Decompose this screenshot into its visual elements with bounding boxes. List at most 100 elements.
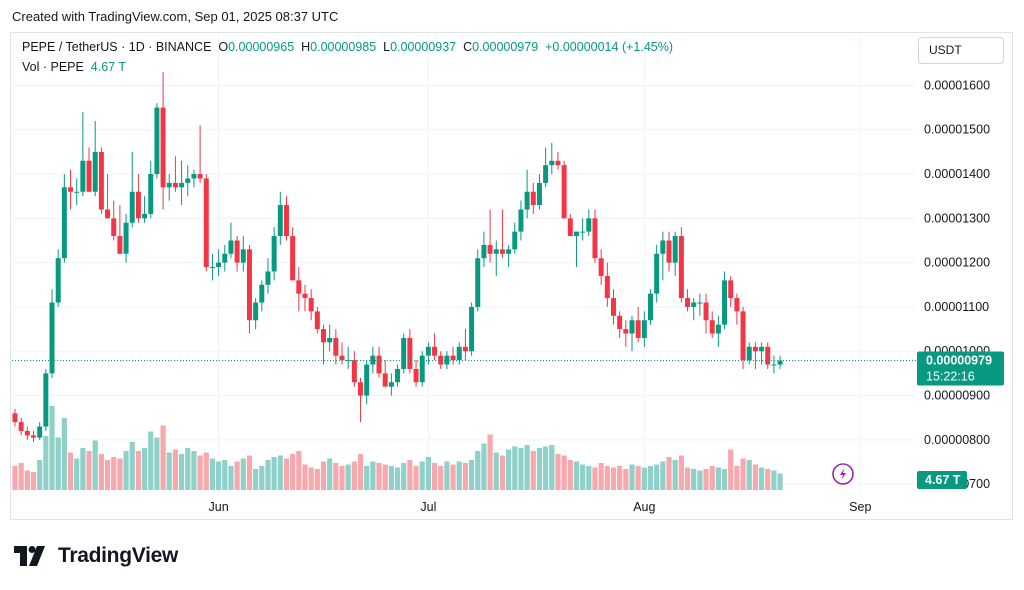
candle-body [18, 422, 24, 431]
candle-body [530, 191, 536, 206]
volume-bar [394, 467, 401, 490]
candle-body [777, 360, 783, 365]
candle-body [37, 426, 43, 438]
volume-bar [506, 449, 512, 490]
candle-body [395, 368, 401, 383]
candle-body [92, 151, 98, 192]
volume-bar [536, 448, 543, 490]
volume-bar [67, 452, 74, 490]
volume-bar [703, 469, 709, 490]
volume-legend: Vol · PEPE 4.67 T [22, 60, 126, 74]
volume-bar [117, 458, 123, 490]
volume-bar [160, 425, 166, 490]
candle-body [68, 187, 74, 192]
candle-body [734, 298, 740, 312]
y-tick-label: 0.00001600 [924, 78, 990, 92]
volume-bar [450, 464, 456, 490]
candle-body [752, 346, 758, 352]
open-value: 0.00000965 [228, 40, 295, 54]
low-value: 0.00000937 [390, 40, 457, 54]
volume-bar [678, 455, 684, 490]
candle-body [12, 413, 18, 423]
volume-bar [74, 458, 80, 490]
candle-body [296, 280, 302, 294]
candle-body [179, 182, 185, 188]
candle-body [678, 236, 684, 299]
candle-body [740, 311, 746, 361]
volume-bar [654, 464, 660, 490]
volume-bar [691, 469, 697, 490]
volume-value: 4.67 T [90, 60, 127, 74]
y-tick-label: 0.00001300 [924, 211, 990, 225]
volume-bar [388, 466, 394, 490]
candle-body [234, 240, 240, 263]
volume-bar [370, 461, 376, 490]
candle-body [685, 298, 691, 307]
volume-bar [49, 406, 55, 490]
volume-bar [518, 448, 524, 490]
candle-body [598, 258, 604, 276]
tradingview-logo: TradingView [14, 542, 178, 570]
volume-bar [259, 466, 265, 490]
volume-bar [493, 452, 499, 490]
volume-bar [635, 466, 641, 490]
volume-bar [43, 436, 49, 490]
candle-body [172, 182, 178, 188]
volume-bar [18, 463, 24, 490]
volume-bar [86, 451, 92, 490]
currency-button[interactable]: USDT [918, 37, 1004, 64]
candle-body [561, 165, 567, 219]
volume-bar [512, 446, 518, 490]
volume-bar [172, 449, 179, 490]
y-tick-label: 0.00000800 [924, 433, 990, 447]
candle-body [691, 302, 697, 307]
volume-bar [617, 466, 623, 490]
y-tick-label: 0.00001500 [924, 123, 990, 137]
candle-body [401, 337, 407, 369]
candle-body [277, 205, 283, 237]
brand-name: TradingView [58, 544, 179, 567]
candle-body [376, 355, 382, 374]
volume-bar [178, 454, 185, 490]
candle-body [543, 165, 549, 183]
volume-bar [333, 463, 339, 490]
volume-bar [524, 445, 530, 490]
volume-bar [12, 466, 18, 490]
candle-body [333, 337, 339, 356]
volume-bar [271, 457, 277, 490]
volume-bar [191, 451, 197, 490]
candle-body [364, 364, 370, 396]
candle-body [518, 209, 524, 232]
candle-body [321, 329, 326, 343]
high-label: H [301, 40, 311, 54]
change-value: +0.00000014 (+1.45%) [545, 40, 674, 54]
candle-body [271, 236, 277, 272]
candle-body [580, 231, 586, 233]
volume-bar [530, 451, 536, 490]
volume-bar [55, 437, 61, 490]
volume-bar [351, 461, 357, 490]
low-label: L [383, 40, 391, 54]
axes: 0.00001600 0.00001500 0.00001400 0.00001300… [209, 78, 991, 514]
volume-tag-value: 4.67 T [925, 473, 961, 487]
y-tick-label: 0.00001100 [924, 300, 989, 314]
volume-tag [917, 471, 967, 489]
candle-body [462, 346, 468, 352]
y-tick-label: 0.00001200 [924, 256, 990, 270]
candle-body [382, 373, 388, 387]
candle-body [709, 320, 715, 334]
candle-body [209, 267, 215, 269]
volume-label: Vol · PEPE [22, 60, 84, 74]
candle-body [432, 346, 438, 356]
volume-bar [129, 442, 135, 490]
volume-bar [598, 463, 604, 490]
candle-body [222, 253, 228, 263]
candle-body [524, 191, 530, 210]
candle-body [388, 382, 394, 387]
candle-body [111, 218, 117, 237]
volume-bar [734, 466, 740, 490]
volume-bar [425, 457, 431, 490]
volume-bar [98, 454, 104, 490]
candle-body [358, 382, 364, 396]
